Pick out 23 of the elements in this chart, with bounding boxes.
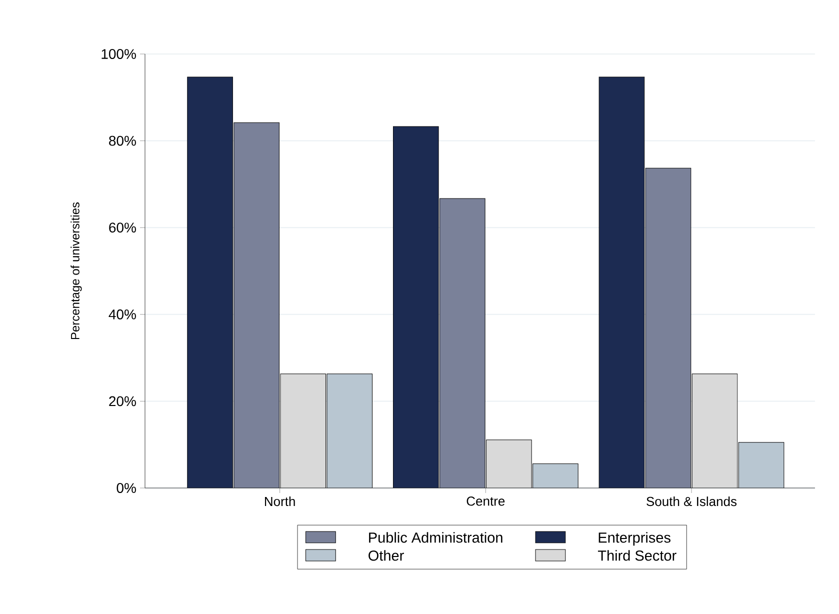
y-tick-label: 100% <box>102 49 136 59</box>
bar <box>738 442 784 488</box>
bar <box>393 126 439 488</box>
bar <box>598 76 645 488</box>
legend-label: Enterprises <box>598 532 670 546</box>
bar <box>187 77 233 488</box>
legend-label: Third Sector <box>598 550 676 561</box>
y-tick-label: 0% <box>116 483 136 493</box>
bar <box>440 198 486 488</box>
y-tick-label: 20% <box>109 396 136 406</box>
x-tick-label: South & Islands <box>646 496 737 506</box>
y-tick-label: 40% <box>108 309 136 320</box>
bar <box>234 122 280 488</box>
bar <box>645 168 692 488</box>
legend-label: Other <box>368 550 404 561</box>
legend-label: Public Administration <box>369 532 502 543</box>
bar <box>532 464 578 488</box>
x-tick-label: North <box>264 496 295 506</box>
y-tick-label: 80% <box>109 136 136 146</box>
x-tick-label: Centre <box>466 496 505 506</box>
bar <box>326 374 372 488</box>
y-tick-label: 60% <box>109 222 136 233</box>
y-axis-title: Percentage of universities <box>70 202 82 340</box>
